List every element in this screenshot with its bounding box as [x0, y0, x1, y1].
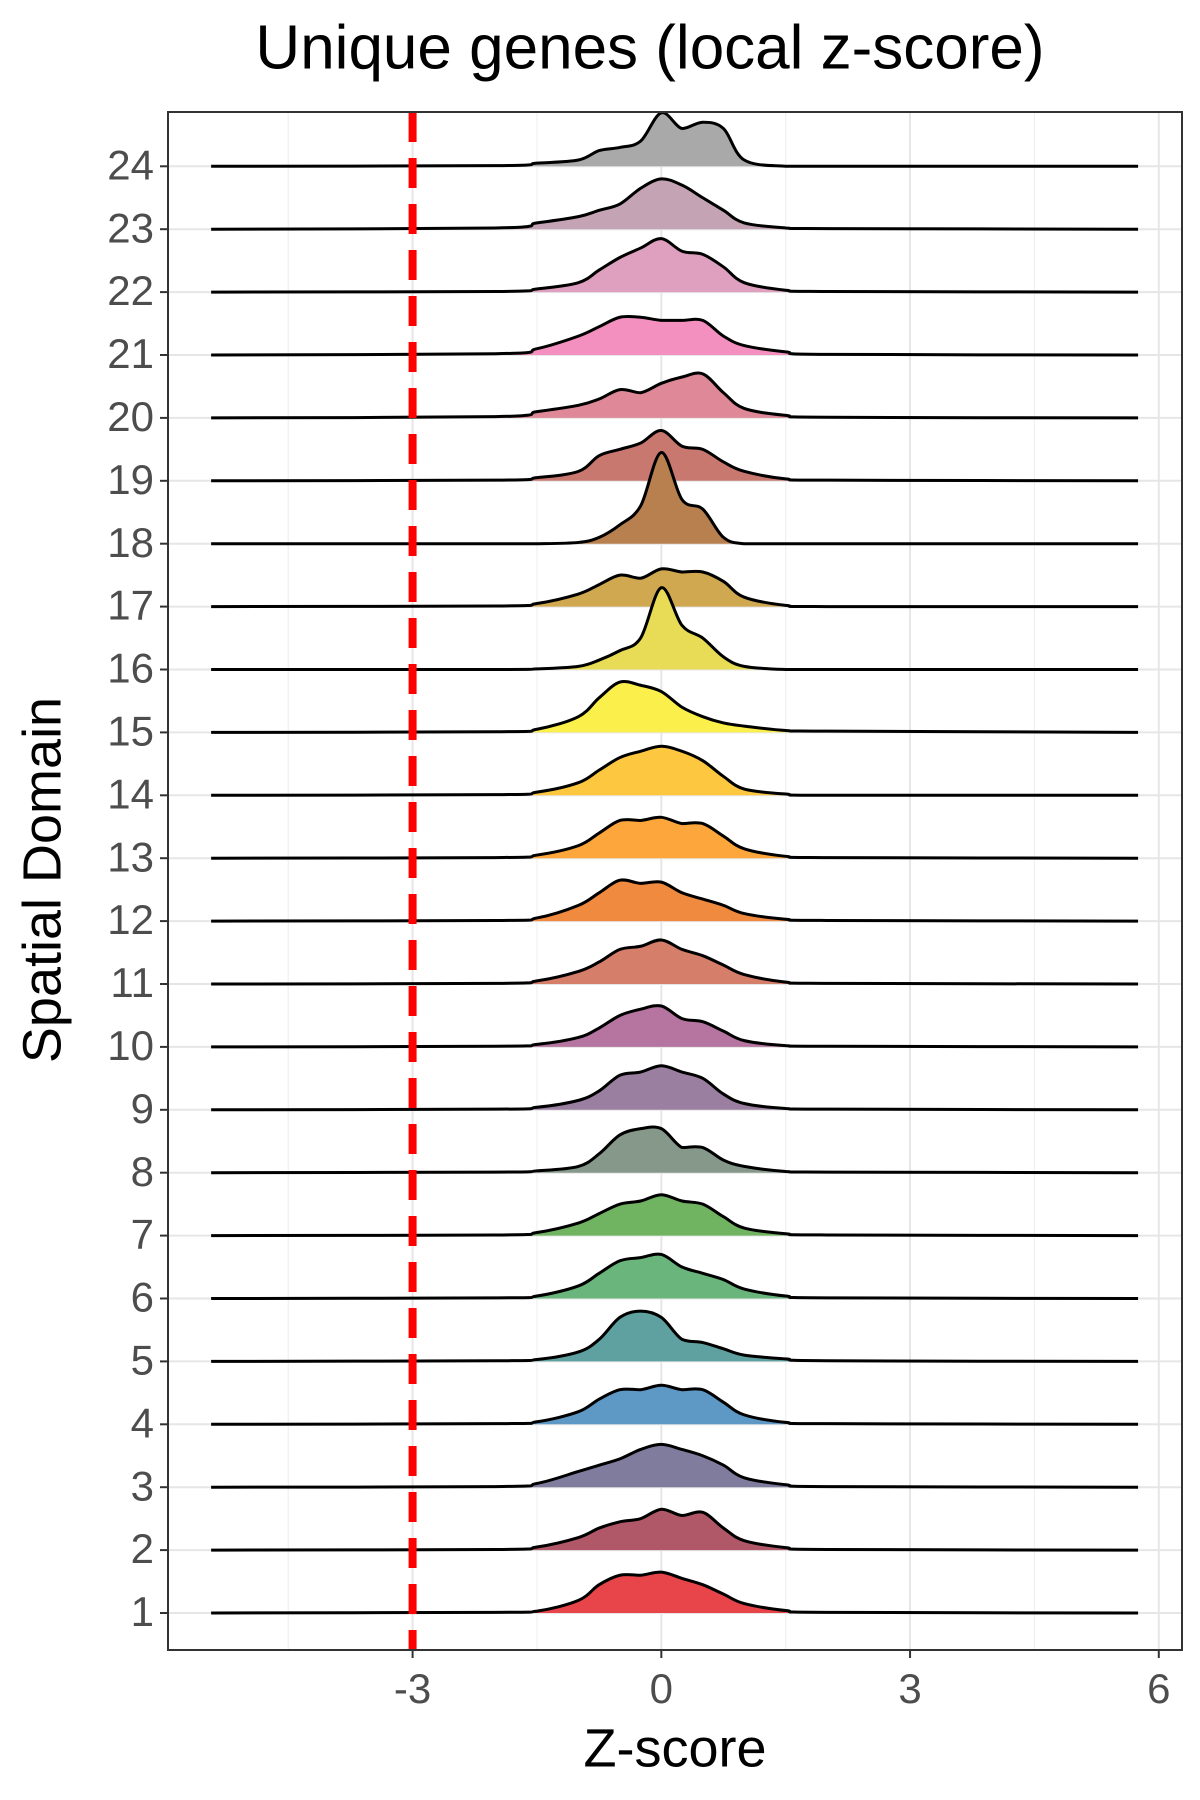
ridge-area: [211, 1509, 1139, 1551]
x-tick-label: 3: [898, 1665, 921, 1712]
ridge-area: [211, 238, 1139, 293]
ridge-line: [211, 237, 1139, 294]
y-tick-label: 15: [107, 707, 154, 754]
x-tick-label: -3: [394, 1665, 431, 1712]
ridge-line: [211, 428, 1139, 483]
ridge-area: [211, 178, 1139, 230]
panel-border: [167, 111, 1183, 1651]
ridge-area: [211, 1444, 1139, 1488]
y-tick-label: 10: [107, 1022, 154, 1069]
x-axis-label: Z-score: [583, 1718, 766, 1778]
ridge-line: [211, 586, 1139, 672]
ridge-line: [211, 1309, 1139, 1363]
ridge-line: [211, 177, 1139, 231]
ridge-line: [211, 1570, 1139, 1615]
ridge-line: [211, 1004, 1139, 1049]
y-tick-label: 9: [131, 1085, 154, 1132]
y-tick-label: 20: [107, 393, 154, 440]
ridge-area: [211, 568, 1139, 607]
ridge-area: [211, 1194, 1139, 1236]
y-tick-label: 3: [131, 1462, 154, 1509]
y-tick-label: 19: [107, 456, 154, 503]
ridge-line: [211, 371, 1139, 420]
ridge-area: [211, 1572, 1139, 1613]
ridge-area: [211, 1385, 1139, 1425]
ridge-line: [211, 567, 1139, 609]
ridge-line: [211, 1193, 1139, 1238]
chart-title: Unique genes (local z-score): [255, 13, 1044, 82]
ridge-line: [211, 938, 1139, 986]
y-tick-label: 8: [131, 1148, 154, 1195]
ridge-line: [211, 815, 1139, 860]
y-axis-label: Spatial Domain: [12, 697, 72, 1063]
ridge-area: [211, 1254, 1139, 1299]
y-tick-label: 2: [131, 1525, 154, 1572]
ridge-line: [211, 1252, 1139, 1300]
x-tick-label: 0: [650, 1665, 673, 1712]
ridge-line: [211, 1442, 1139, 1489]
ridge-area: [211, 587, 1139, 670]
y-tick-label: 16: [107, 645, 154, 692]
ridge-line: [211, 1125, 1139, 1175]
x-tick-label: 6: [1147, 1665, 1170, 1712]
ridge-area: [211, 879, 1139, 922]
y-tick-label: 22: [107, 267, 154, 314]
ridge-line: [211, 314, 1139, 357]
ridge-area: [211, 746, 1139, 796]
ridge-line: [211, 1383, 1139, 1426]
y-tick-label: 7: [131, 1211, 154, 1258]
y-tick-label: 6: [131, 1274, 154, 1321]
y-tick-label: 24: [107, 141, 154, 188]
y-tick-label: 21: [107, 330, 154, 377]
ridge-area: [211, 817, 1139, 859]
ridge-area: [211, 373, 1139, 418]
ridge-area: [211, 1005, 1139, 1047]
ridge-line: [211, 1064, 1139, 1112]
y-tick-label: 13: [107, 833, 154, 880]
ridge-area: [211, 1065, 1139, 1110]
ridge-line: [211, 1507, 1139, 1552]
y-tick-label: 17: [107, 582, 154, 629]
y-tick-label: 5: [131, 1336, 154, 1383]
ridge-area: [211, 939, 1139, 984]
ridge-area: [211, 316, 1139, 355]
ridge-area: [211, 430, 1139, 481]
ridge-area: [211, 112, 1139, 167]
ridge-area: [211, 1311, 1139, 1362]
ridge-line: [211, 744, 1139, 797]
y-tick-label: 18: [107, 519, 154, 566]
ridge-area: [211, 452, 1139, 544]
ridge-area: [211, 1127, 1139, 1173]
ridge-line: [211, 679, 1139, 734]
y-tick-label: 12: [107, 896, 154, 943]
y-tick-label: 1: [131, 1588, 154, 1635]
ridge-area: [211, 681, 1139, 733]
y-tick-label: 11: [110, 959, 154, 1006]
y-tick-label: 14: [107, 770, 154, 817]
y-tick-label: 23: [107, 204, 154, 251]
ridge-line: [211, 878, 1139, 923]
ridge-line: [211, 450, 1139, 546]
y-tick-label: 4: [131, 1399, 154, 1446]
